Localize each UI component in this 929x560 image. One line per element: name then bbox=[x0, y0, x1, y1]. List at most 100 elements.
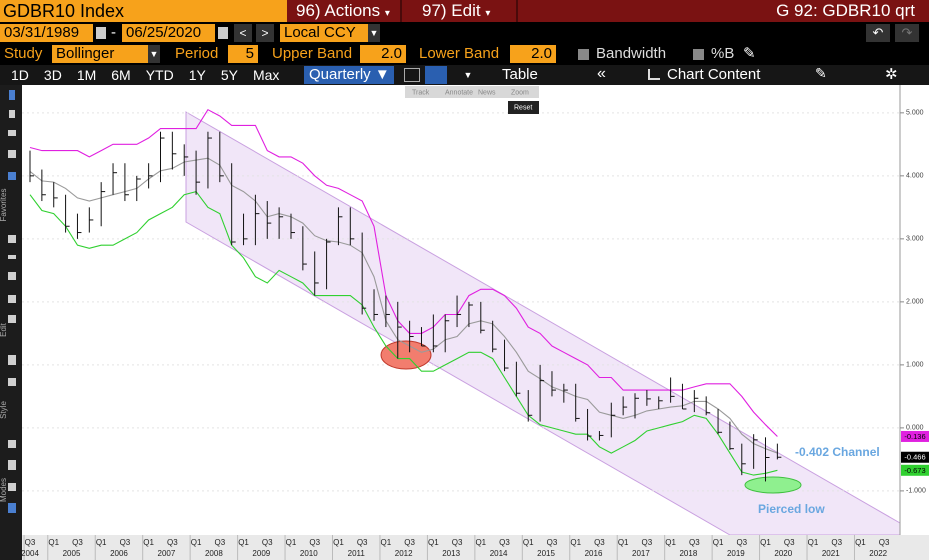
pencil-icon[interactable]: ✎ bbox=[743, 45, 756, 62]
edit-icon[interactable]: ✎ bbox=[815, 65, 827, 81]
settings-icon[interactable]: ✲ bbox=[885, 66, 898, 83]
x-tick-label: Q3 bbox=[25, 538, 36, 547]
icon[interactable] bbox=[8, 503, 16, 513]
side-label: Edit bbox=[0, 322, 8, 337]
mini-toolbar: Reset bbox=[405, 86, 539, 114]
range-button[interactable]: 1Y bbox=[188, 67, 206, 83]
currency[interactable]: Local CCY bbox=[280, 24, 368, 42]
icon[interactable] bbox=[9, 90, 15, 100]
y-tick-label: 2.000 bbox=[906, 299, 924, 306]
left-icons bbox=[8, 90, 16, 513]
year-label: 2011 bbox=[348, 549, 366, 558]
checkbox[interactable] bbox=[578, 49, 589, 60]
icon[interactable] bbox=[8, 460, 16, 470]
range-button[interactable]: 5Y bbox=[220, 67, 238, 83]
year-label: 2018 bbox=[679, 549, 697, 558]
year-label: 2012 bbox=[395, 549, 413, 558]
icon[interactable] bbox=[8, 483, 16, 491]
end-date[interactable]: 06/25/2020 bbox=[122, 24, 215, 42]
mini-tool: News bbox=[478, 89, 496, 96]
collapse-button[interactable]: « bbox=[597, 65, 606, 82]
y-tick-label: 3.000 bbox=[906, 236, 924, 243]
icon[interactable] bbox=[8, 150, 16, 158]
x-tick-label: Q3 bbox=[689, 538, 700, 547]
icon[interactable] bbox=[8, 272, 16, 280]
range-button[interactable]: 6M bbox=[111, 67, 131, 83]
year-label: 2014 bbox=[490, 549, 508, 558]
chart-content[interactable]: Chart Content bbox=[667, 66, 761, 83]
lower-band[interactable]: 2.0 bbox=[510, 45, 556, 63]
pctb-label: %B bbox=[711, 45, 735, 62]
x-tick-label: Q1 bbox=[238, 538, 249, 547]
next-button[interactable]: > bbox=[256, 24, 274, 42]
year-label: 2019 bbox=[727, 549, 745, 558]
year-label: 2007 bbox=[158, 549, 176, 558]
dropdown-arrow[interactable]: ▼ bbox=[148, 45, 160, 63]
last-value-box bbox=[901, 451, 929, 463]
upper-band[interactable]: 2.0 bbox=[360, 45, 406, 63]
x-tick-label: Q1 bbox=[760, 538, 771, 547]
range-button[interactable]: Max bbox=[252, 67, 280, 83]
year-label: 2020 bbox=[774, 549, 792, 558]
x-tick-label: Q3 bbox=[831, 538, 842, 547]
table-button[interactable]: Table bbox=[502, 66, 538, 83]
icon[interactable] bbox=[9, 110, 15, 118]
icon[interactable] bbox=[8, 295, 16, 303]
icon[interactable] bbox=[8, 172, 16, 180]
bar-icon[interactable] bbox=[425, 66, 447, 84]
x-tick-label: Q1 bbox=[333, 538, 344, 547]
calendar-icon[interactable] bbox=[218, 27, 228, 39]
redo-button[interactable]: ↷ bbox=[895, 24, 919, 42]
icon[interactable] bbox=[8, 255, 16, 259]
year-label: 2006 bbox=[110, 549, 128, 558]
icon[interactable] bbox=[8, 378, 16, 386]
range-button[interactable]: 1M bbox=[76, 67, 97, 83]
year-label: 2017 bbox=[632, 549, 650, 558]
undo-button[interactable]: ↶ bbox=[866, 24, 890, 42]
year-label: 2009 bbox=[252, 549, 270, 558]
icon[interactable] bbox=[8, 235, 16, 243]
calendar-icon[interactable] bbox=[96, 27, 106, 39]
study-bar: Study Bollinger ▼ Period 5 Upper Band 2.… bbox=[0, 44, 929, 65]
icon[interactable] bbox=[8, 130, 16, 136]
edit-label[interactable]: 97) Edit bbox=[422, 1, 481, 20]
actions-menu[interactable]: 96) Actions ▾ bbox=[290, 0, 402, 22]
highlight-ellipse bbox=[744, 476, 802, 494]
range-button[interactable]: 3D bbox=[43, 67, 62, 83]
actions-label[interactable]: 96) Actions bbox=[296, 1, 381, 20]
last-value-label: -0.136 bbox=[904, 432, 925, 441]
icon[interactable] bbox=[8, 440, 16, 448]
reset-button[interactable] bbox=[508, 101, 539, 114]
x-tick-label: Q3 bbox=[357, 538, 368, 547]
security[interactable]: GDBR10 Index bbox=[0, 0, 287, 22]
start-date[interactable]: 03/31/1989 bbox=[0, 24, 93, 42]
x-tick-label: Q1 bbox=[191, 538, 202, 547]
period[interactable]: 5 bbox=[228, 45, 258, 63]
chart-icon[interactable] bbox=[648, 69, 660, 80]
x-tick-label: Q1 bbox=[48, 538, 59, 547]
dropdown-arrow[interactable]: ▼ bbox=[460, 66, 476, 84]
mini-toolbar-bg bbox=[405, 86, 539, 98]
x-tick-label: Q1 bbox=[475, 538, 486, 547]
y-tick-label: 5.000 bbox=[906, 110, 924, 117]
icon[interactable] bbox=[8, 355, 16, 365]
year-label: 2004 bbox=[21, 549, 39, 558]
checkbox[interactable] bbox=[693, 49, 704, 60]
frequency-label[interactable]: Quarterly bbox=[309, 66, 371, 83]
line-icon[interactable] bbox=[404, 68, 420, 82]
icon[interactable] bbox=[8, 315, 16, 323]
year-label: 2015 bbox=[537, 549, 555, 558]
x-tick-label: Q1 bbox=[143, 538, 154, 547]
x-tick-label: Q1 bbox=[428, 538, 439, 547]
range-button[interactable]: 1D bbox=[11, 67, 29, 83]
x-tick-label: Q1 bbox=[713, 538, 724, 547]
study[interactable]: Bollinger bbox=[52, 45, 148, 63]
prev-button[interactable]: < bbox=[234, 24, 252, 42]
frequency[interactable]: Quarterly ▼ bbox=[304, 66, 394, 84]
edit-menu[interactable]: 97) Edit ▾ bbox=[404, 0, 518, 22]
reset-label[interactable]: Reset bbox=[514, 104, 532, 111]
range-button[interactable]: YTD bbox=[145, 67, 174, 83]
x-tick-label: Q1 bbox=[570, 538, 581, 547]
dropdown-arrow[interactable]: ▼ bbox=[368, 24, 380, 42]
year-label: 2022 bbox=[869, 549, 887, 558]
